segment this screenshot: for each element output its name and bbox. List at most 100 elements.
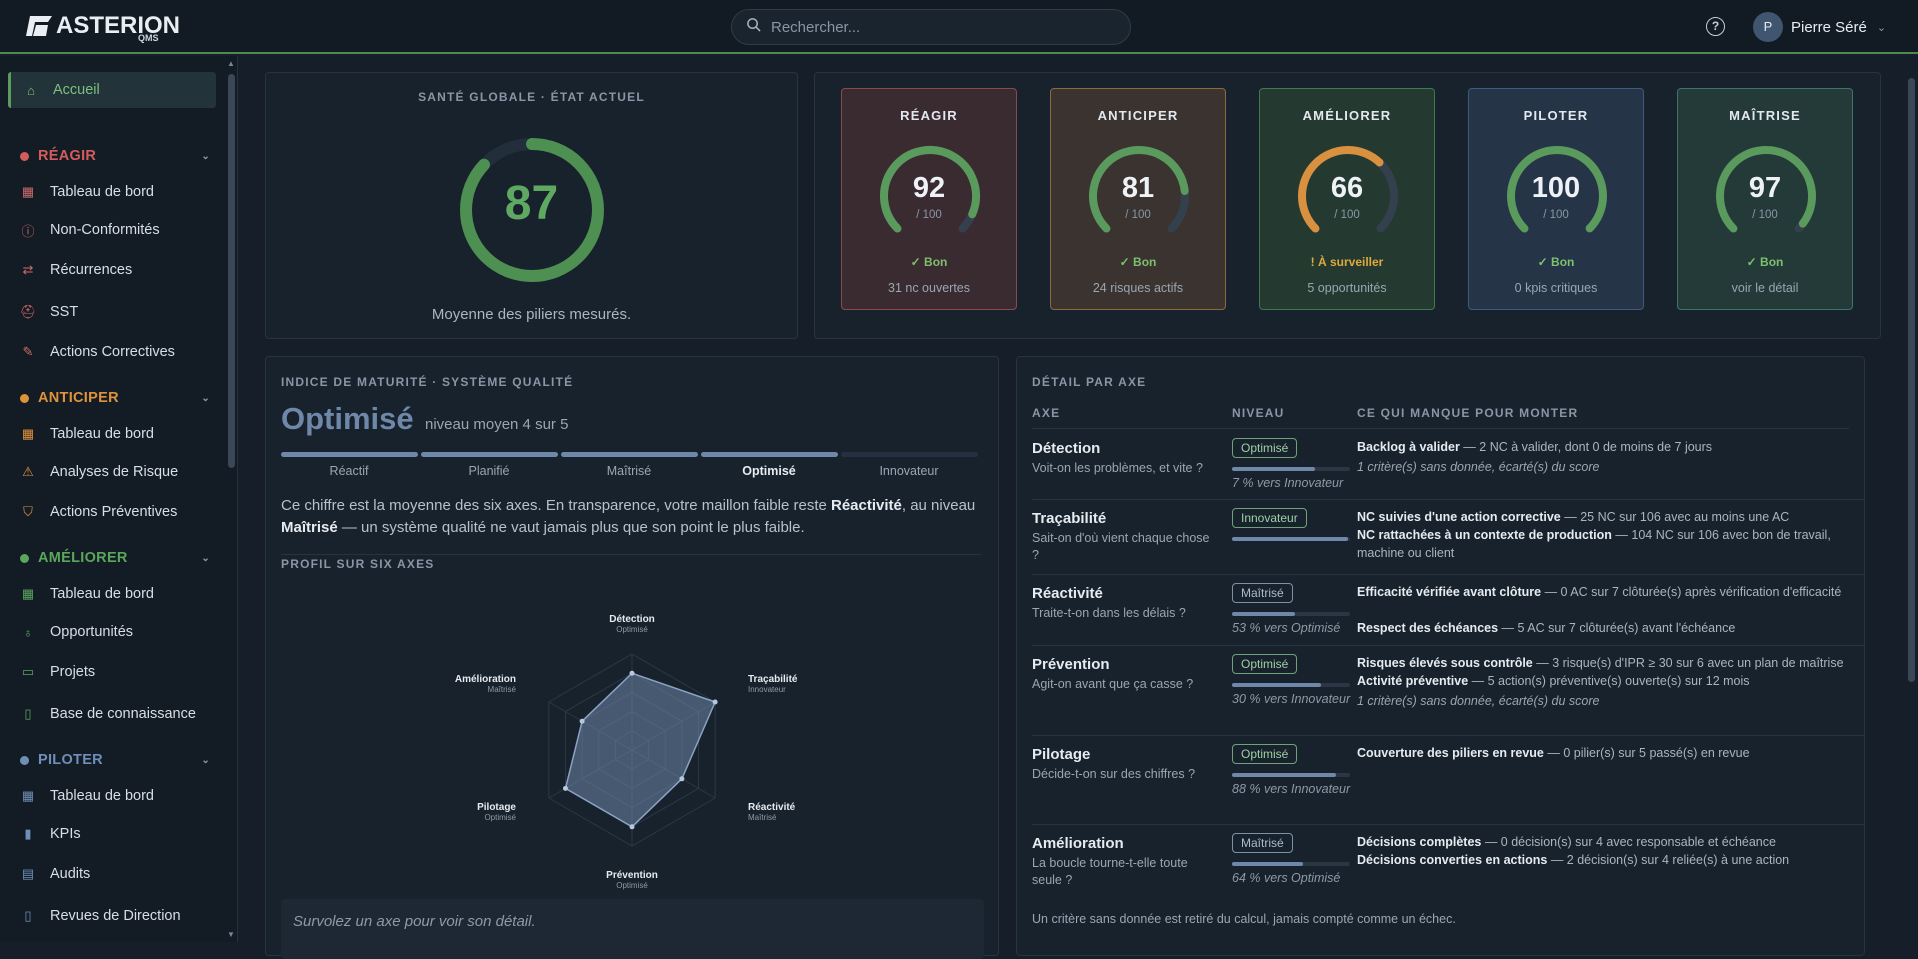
pillar-card-2[interactable]: AMÉLIORER 66 / 100 ! À surveiller 5 oppo… bbox=[1259, 88, 1435, 310]
pillar-note: 5 opportunités bbox=[1307, 281, 1387, 295]
radar-axis-label[interactable]: Prévention bbox=[606, 870, 658, 881]
sidebar-section-piloter[interactable]: PILOTER ⌄ bbox=[20, 750, 210, 770]
pillar-card-0[interactable]: RÉAGIR 92 / 100 ✓ Bon 31 nc ouvertes bbox=[841, 88, 1017, 310]
radar-axis-label[interactable]: Détection bbox=[609, 614, 655, 625]
health-title: SANTÉ GLOBALE · ÉTAT ACTUEL bbox=[418, 90, 645, 104]
bar-chart-icon: ▮ bbox=[24, 826, 32, 841]
pillar-gauge bbox=[1716, 146, 1816, 233]
home-icon: ⌂ bbox=[27, 82, 35, 98]
pillar-score: 92 bbox=[912, 172, 946, 204]
pillar-max: / 100 bbox=[1334, 209, 1360, 221]
axis-name: Pilotage bbox=[1032, 746, 1091, 763]
radar-point-Prévention[interactable] bbox=[629, 824, 635, 830]
pillar-max: / 100 bbox=[916, 209, 942, 221]
user-menu[interactable]: P Pierre Séré ⌄ bbox=[1753, 12, 1886, 42]
sidebar-item-audits[interactable]: ▤ Audits bbox=[8, 856, 216, 892]
axis-name: Amélioration bbox=[1032, 835, 1124, 852]
user-name: Pierre Séré bbox=[1791, 18, 1867, 36]
section-title: AMÉLIORER bbox=[38, 550, 128, 566]
help-icon[interactable]: ? bbox=[1706, 17, 1725, 36]
sidebar-item-tableau-piloter[interactable]: ▦ Tableau de bord bbox=[8, 778, 216, 814]
sidebar-item-revues-direction[interactable]: ▯ Revues de Direction bbox=[8, 898, 216, 934]
missing-criterion: NC rattachées à un contexte de productio… bbox=[1357, 528, 1831, 560]
health-caption: Moyenne des piliers mesurés. bbox=[431, 306, 632, 323]
radar-point-Pilotage[interactable] bbox=[562, 785, 568, 791]
chevron-down-icon: ⌄ bbox=[201, 392, 210, 404]
wrench-icon: ✎ bbox=[22, 344, 34, 359]
sidebar-section-reagir[interactable]: RÉAGIR ⌄ bbox=[20, 146, 210, 166]
radar-point-Détection[interactable] bbox=[629, 670, 635, 676]
sidebar-item-tableau-ameliorer[interactable]: ▦ Tableau de bord bbox=[8, 576, 216, 612]
missing-criterion: Couverture des piliers en revue — 0 pili… bbox=[1357, 746, 1750, 760]
sidebar: ▲ ▼ ⌂ Accueil RÉAGIR ⌄ ▦ Tableau de bord … bbox=[0, 56, 238, 942]
radar-series-area bbox=[564, 672, 717, 828]
detail-footer: Un critère sans donnée est retiré du cal… bbox=[1032, 912, 1456, 926]
sidebar-item-tableau-anticiper[interactable]: ▦ Tableau de bord bbox=[8, 416, 216, 452]
sidebar-item-label: Accueil bbox=[53, 82, 100, 98]
axis-question: Agit-on avant que ça casse ? bbox=[1032, 677, 1194, 691]
scroll-down-icon[interactable]: ▼ bbox=[227, 930, 235, 939]
radar-axis-label[interactable]: Réactivité bbox=[748, 802, 796, 813]
maturity-step-label: Innovateur bbox=[879, 464, 939, 478]
sidebar-item-accueil[interactable]: ⌂ Accueil bbox=[8, 72, 216, 108]
sidebar-item-tableau-reagir[interactable]: ▦ Tableau de bord bbox=[8, 174, 216, 210]
missing-criterion: Respect des échéances — 5 AC sur 7 clôtu… bbox=[1357, 621, 1736, 635]
sidebar-section-anticiper[interactable]: ANTICIPER ⌄ bbox=[20, 388, 210, 408]
level-progress-bar bbox=[1232, 612, 1350, 616]
search-box[interactable] bbox=[731, 9, 1131, 45]
level-progress-bar bbox=[1232, 773, 1350, 777]
main-scrollbar[interactable] bbox=[1908, 78, 1915, 682]
sidebar-item-sst[interactable]: ⛑ SST bbox=[8, 294, 216, 330]
table-row[interactable]: Prévention Agit-on avant que ça casse ? … bbox=[1032, 646, 1864, 736]
sidebar-item-kpis[interactable]: ▮ KPIs bbox=[8, 816, 216, 852]
search-input[interactable] bbox=[771, 18, 1111, 36]
sidebar-item-actions-preventives[interactable]: ⛉ Actions Préventives bbox=[8, 494, 216, 530]
table-row[interactable]: Pilotage Décide-t-on sur des chiffres ? … bbox=[1032, 736, 1864, 825]
missing-criterion: Décisions converties en actions — 2 déci… bbox=[1357, 853, 1790, 867]
sidebar-item-non-conformites[interactable]: ⓘ Non-Conformités bbox=[8, 212, 216, 248]
sidebar-item-opportunites[interactable]: ♁ Opportunités bbox=[8, 614, 216, 650]
pillar-card-3[interactable]: PILOTER 100 / 100 ✓ Bon 0 kpis critiques bbox=[1468, 88, 1644, 310]
radar-hover-hint: Survolez un axe pour voir son détail. bbox=[281, 899, 984, 959]
pillar-card-4[interactable]: MAÎTRISE 97 / 100 ✓ Bon voir le détail bbox=[1677, 88, 1853, 310]
dashboard-icon: ▦ bbox=[21, 184, 35, 199]
maturity-step-bar bbox=[421, 452, 558, 457]
table-row[interactable]: Détection Voit-on les problèmes, et vite… bbox=[1032, 430, 1864, 500]
table-row[interactable]: Amélioration La boucle tourne-t-elle tou… bbox=[1032, 825, 1864, 915]
sidebar-item-base-connaissance[interactable]: ▯ Base de connaissance bbox=[8, 696, 216, 732]
radar-point-Amélioration[interactable] bbox=[579, 718, 585, 724]
sidebar-item-label: Récurrences bbox=[50, 262, 133, 278]
health-card: SANTÉ GLOBALE · ÉTAT ACTUEL 87 Moyenne d… bbox=[265, 72, 798, 339]
radar-axis-label[interactable]: Traçabilité bbox=[748, 674, 798, 685]
radar-point-Réactivité[interactable] bbox=[679, 776, 685, 782]
sidebar-item-projets[interactable]: ▭ Projets bbox=[8, 654, 216, 690]
radar-axis-label[interactable]: Amélioration bbox=[455, 674, 516, 685]
table-row[interactable]: Réactivité Traite-t-on dans les délais ?… bbox=[1032, 575, 1864, 646]
missing-note: 1 critère(s) sans donnée, écarté(s) du s… bbox=[1357, 694, 1600, 708]
sidebar-scrollbar[interactable] bbox=[228, 74, 235, 468]
maturity-steps bbox=[281, 452, 978, 457]
sidebar-item-label: SST bbox=[50, 304, 79, 320]
sidebar-section-ameliorer[interactable]: AMÉLIORER ⌄ bbox=[20, 548, 210, 568]
maturity-step-label: Planifié bbox=[468, 464, 510, 478]
pillar-status: ✓ Bon bbox=[910, 255, 948, 269]
table-row[interactable]: Traçabilité Sait-on d'où vient chaque ch… bbox=[1032, 500, 1864, 575]
axis-question: Traite-t-on dans les délais ? bbox=[1032, 606, 1186, 620]
pillar-card-1[interactable]: ANTICIPER 81 / 100 ✓ Bon 24 risques acti… bbox=[1050, 88, 1226, 310]
maturity-step-bar bbox=[561, 452, 698, 457]
health-score: 87 bbox=[504, 177, 559, 230]
level-progress-bar bbox=[1232, 537, 1350, 541]
sidebar-item-label: Tableau de bord bbox=[50, 788, 154, 804]
logo-text: ASTERION bbox=[56, 12, 181, 39]
sidebar-item-label: Non-Conformités bbox=[50, 222, 160, 238]
app-logo[interactable]: ASTERION bbox=[26, 12, 180, 40]
radar-axis-label[interactable]: Pilotage bbox=[477, 802, 516, 813]
level-progress-bar bbox=[1232, 683, 1350, 687]
sidebar-item-analyses-risque[interactable]: ⚠ Analyses de Risque bbox=[8, 454, 216, 490]
health-gauge bbox=[460, 138, 604, 282]
level-progress-bar bbox=[1232, 467, 1350, 471]
sidebar-item-recurrences[interactable]: ⇄ Récurrences bbox=[8, 252, 216, 288]
sidebar-item-actions-correctives[interactable]: ✎ Actions Correctives bbox=[8, 334, 216, 370]
radar-point-Traçabilité[interactable] bbox=[712, 699, 718, 705]
scroll-up-icon[interactable]: ▲ bbox=[227, 59, 235, 68]
